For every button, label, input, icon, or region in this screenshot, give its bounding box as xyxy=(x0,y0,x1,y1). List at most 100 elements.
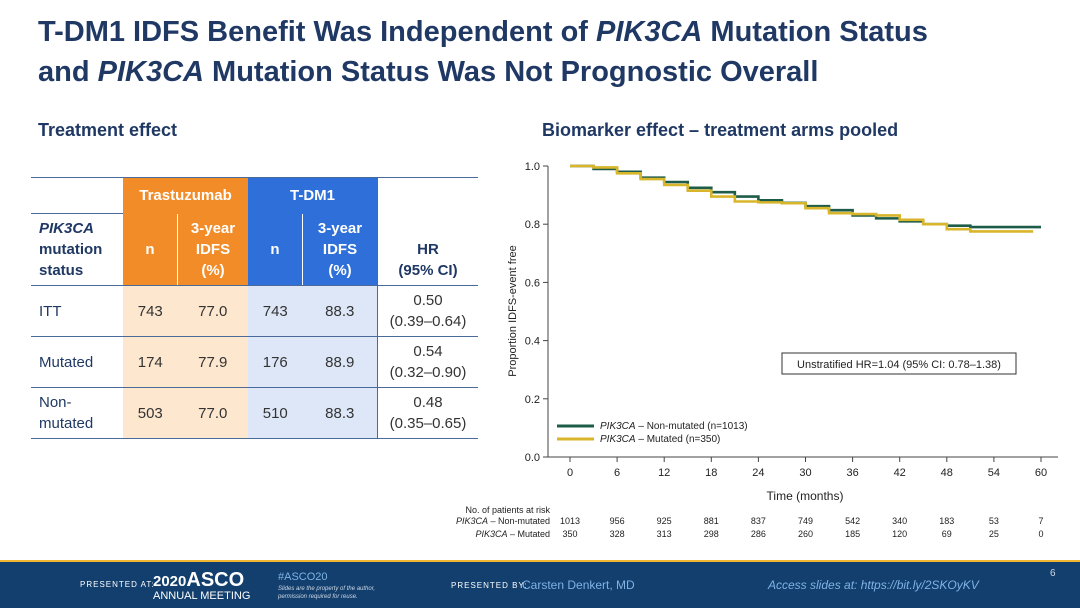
asco-logo: 2020ASCO xyxy=(153,569,244,592)
cell-idfs-tdm1: 88.3 xyxy=(302,387,378,439)
col-header-status-text: status xyxy=(39,262,84,279)
axis-layer: 0.0 0.2 0.4 0.6 0.8 1.0 0 6 12 18 24 30 36 42 48 54 60 xyxy=(525,161,1047,479)
title-text: and xyxy=(38,56,98,88)
title-text: Mutation Status Was Not Prognostic Overa… xyxy=(203,56,819,88)
y-tick-label: 0.8 xyxy=(525,219,540,231)
disclaimer-text: permission required for reuse. xyxy=(278,594,358,600)
cell-n-trastuzumab: 743 xyxy=(123,285,178,337)
page-number: 6 xyxy=(1050,568,1056,579)
risk-value: 0 xyxy=(1038,529,1043,539)
biomarker-effect-heading: Biomarker effect – treatment arms pooled xyxy=(542,120,899,140)
asco-year: 2020 xyxy=(153,573,187,590)
col-header-idfs-text: (%) xyxy=(328,261,352,279)
cell-n-tdm1: 510 xyxy=(248,387,303,439)
risk-text: – Non-mutated xyxy=(488,516,550,526)
header-blank xyxy=(31,177,123,214)
risk-value: 286 xyxy=(751,529,766,539)
treatment-effect-heading: Treatment effect xyxy=(38,120,178,140)
x-tick-label: 12 xyxy=(658,467,670,479)
risk-value: 25 xyxy=(989,529,999,539)
table-row: Mutated 174 77.9 176 88.9 0.54 (0.32–0.90… xyxy=(31,336,478,388)
cell-idfs-tdm1: 88.9 xyxy=(302,336,378,388)
hr-ci: (0.32–0.90) xyxy=(389,364,467,381)
presenter-name: Carsten Denkert, MD xyxy=(522,578,635,592)
col-header-n-tdm1: n xyxy=(248,213,303,286)
col-header-idfs-text: 3-year xyxy=(190,219,236,237)
asco-name: ASCO xyxy=(186,569,245,591)
title-text: Mutation Status xyxy=(702,16,928,48)
x-axis-label: Time (months) xyxy=(767,489,844,503)
hr-value: 0.54 xyxy=(413,343,443,360)
col-header-idfs-trastuzumab: 3-year IDFS (%) xyxy=(177,213,248,286)
risk-text: – Mutated xyxy=(507,529,550,539)
disclaimer-text: Slides are the property of the author, xyxy=(278,586,376,592)
col-header-idfs-text: IDFS xyxy=(195,240,231,258)
cell-n-tdm1: 743 xyxy=(248,285,303,337)
risk-value: 881 xyxy=(704,516,719,526)
legend-text: – Mutated (n=350) xyxy=(636,434,721,445)
row-label-text: mutated xyxy=(39,415,94,432)
risk-value: 185 xyxy=(845,529,860,539)
hr-value: 0.48 xyxy=(413,394,443,411)
col-header-hr-text: (95% CI) xyxy=(398,262,458,279)
title-gene: PIK3CA xyxy=(596,16,703,48)
risk-value: 313 xyxy=(657,529,672,539)
x-tick-label: 54 xyxy=(988,467,1000,479)
col-header-status: PIK3CA mutation status xyxy=(31,213,123,286)
col-header-hr: HR (95% CI) xyxy=(377,213,478,286)
risk-value: 298 xyxy=(704,529,719,539)
row-label: Mutated xyxy=(31,336,123,388)
hr-annotation-box xyxy=(781,352,1017,375)
risk-value: 925 xyxy=(657,516,672,526)
disclaimer: Slides are the property of the author, pe… xyxy=(278,585,375,601)
cell-hr: 0.54 (0.32–0.90) xyxy=(377,336,478,388)
col-header-status-text: mutation xyxy=(39,241,103,258)
hr-annotation: Unstratified HR=1.04 (95% CI: 0.78–1.38) xyxy=(797,359,1001,371)
table-row: ITT 743 77.0 743 88.3 0.50 (0.39–0.64) xyxy=(31,285,478,337)
col-header-idfs-text: (%) xyxy=(201,261,225,279)
x-tick-label: 36 xyxy=(846,467,858,479)
row-label: ITT xyxy=(31,285,123,337)
legend-gene: PIK3CA xyxy=(600,434,636,445)
treatment-effect-table: Trastuzumab T-DM1 PIK3CA mutation status… xyxy=(31,177,478,439)
cell-n-trastuzumab: 174 xyxy=(123,336,178,388)
slide-title: T-DM1 IDFS Benefit Was Independent of PI… xyxy=(38,12,1058,92)
risk-value: 53 xyxy=(989,516,999,526)
legend-label-nonmutated: PIK3CA – Non-mutated (n=1013) xyxy=(600,421,748,432)
x-tick-label: 42 xyxy=(894,467,906,479)
cell-hr: 0.50 (0.39–0.64) xyxy=(377,285,478,337)
asco-annual-meeting: ANNUAL MEETING xyxy=(153,590,251,602)
risk-value: 120 xyxy=(892,529,907,539)
risk-value: 260 xyxy=(798,529,813,539)
col-header-n-trastuzumab: n xyxy=(123,213,178,286)
plot-area xyxy=(548,166,1058,457)
access-slides-link[interactable]: Access slides at: https://bit.ly/2SKOyKV xyxy=(768,578,979,592)
risk-table-heading: No. of patients at risk xyxy=(465,505,550,515)
footer-bar: PRESENTED AT: 2020ASCO ANNUAL MEETING #A… xyxy=(0,560,1080,608)
legend-text: – Non-mutated (n=1013) xyxy=(636,421,748,432)
y-tick-label: 1.0 xyxy=(525,161,540,173)
x-tick-label: 48 xyxy=(941,467,953,479)
legend-gene: PIK3CA xyxy=(600,421,636,432)
x-tick-label: 18 xyxy=(705,467,717,479)
legend-label-mutated: PIK3CA – Mutated (n=350) xyxy=(600,434,720,445)
presented-at-label: PRESENTED AT: xyxy=(80,580,155,589)
y-tick-label: 0.2 xyxy=(525,394,540,406)
risk-value: 7 xyxy=(1038,516,1043,526)
risk-value: 183 xyxy=(939,516,954,526)
y-tick-label: 0.4 xyxy=(525,336,540,348)
col-header-idfs-tdm1: 3-year IDFS (%) xyxy=(302,213,378,286)
cell-n-tdm1: 176 xyxy=(248,336,303,388)
km-curve-mutated xyxy=(570,164,1034,233)
col-header-idfs-text: IDFS xyxy=(322,240,358,258)
y-tick-label: 0.0 xyxy=(525,452,540,464)
header-blank-hr xyxy=(377,177,478,214)
x-tick-label: 6 xyxy=(614,467,620,479)
risk-value: 956 xyxy=(610,516,625,526)
km-chart: 0.0 0.2 0.4 0.6 0.8 1.0 0 6 12 18 24 30 36 42 48 54 60 P… xyxy=(456,161,1058,539)
trastuzumab-header: Trastuzumab xyxy=(123,177,248,214)
hashtag: #ASCO20 xyxy=(278,571,328,583)
risk-value: 350 xyxy=(562,529,577,539)
hr-ci: (0.35–0.65) xyxy=(389,415,467,432)
tdm1-header: T-DM1 xyxy=(248,177,378,214)
